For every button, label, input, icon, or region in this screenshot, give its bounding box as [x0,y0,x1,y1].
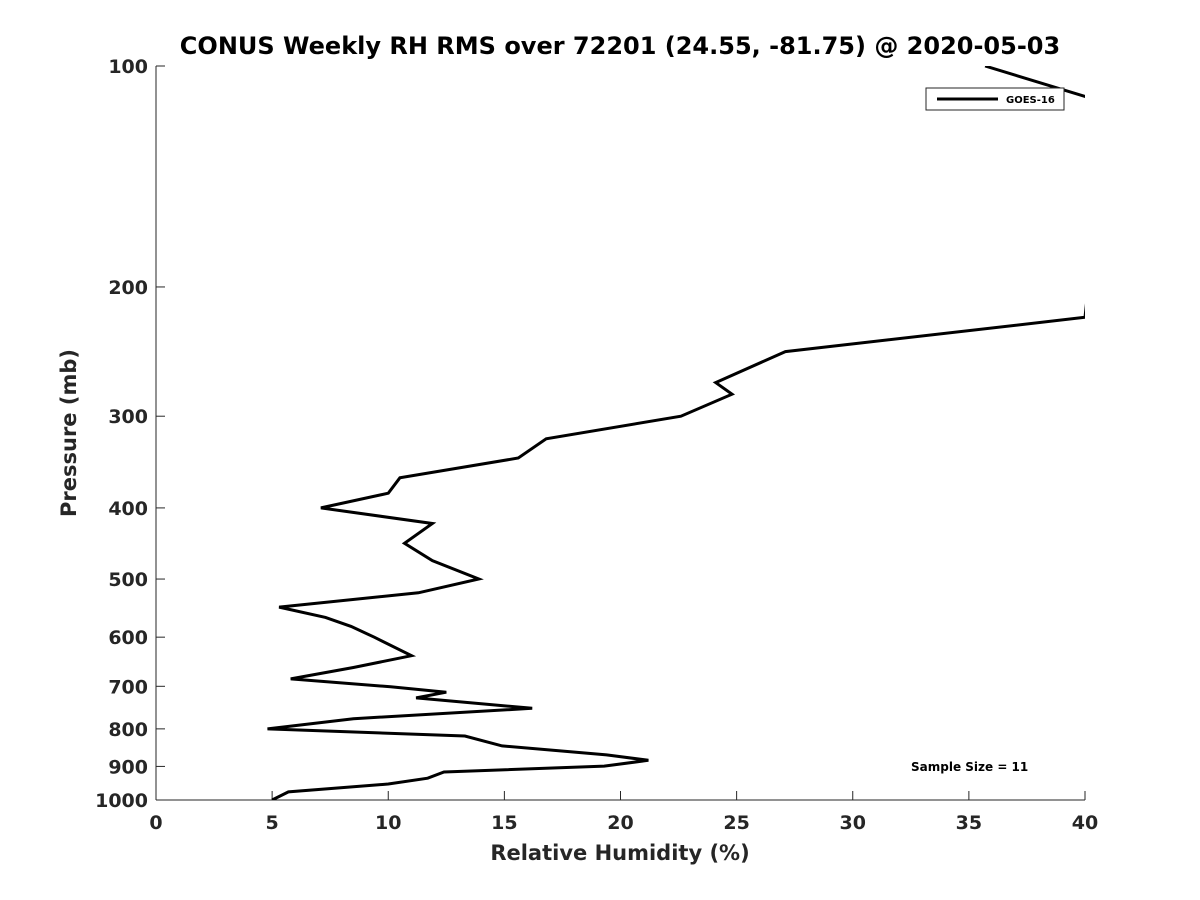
y-tick-label: 800 [108,719,148,741]
x-tick-label: 5 [266,812,279,834]
x-tick-label: 0 [149,812,162,834]
y-axis-ticks: 100 200 300 400 500 600 700 800 900 1000 [95,56,165,812]
y-tick-label: 100 [108,56,148,78]
x-tick-label: 40 [1072,812,1098,834]
x-tick-label: 15 [491,812,517,834]
y-tick-label: 1000 [95,790,148,812]
y-tick-label: 700 [108,676,148,698]
chart-title: CONUS Weekly RH RMS over 72201 (24.55, -… [180,32,1060,60]
x-tick-label: 35 [956,812,982,834]
y-tick-label: 300 [108,406,148,428]
x-tick-label: 20 [607,812,633,834]
x-axis-label: Relative Humidity (%) [490,841,749,865]
y-axis-label: Pressure (mb) [57,349,81,517]
x-tick-label: 25 [723,812,749,834]
legend-label-goes-16: GOES-16 [1006,95,1055,106]
legend: GOES-16 [925,87,1065,111]
x-axis-ticks: 0 5 10 15 20 25 30 35 40 [149,791,1098,834]
sample-size-annotation: Sample Size = 11 [911,760,1028,774]
y-tick-label: 900 [108,756,148,778]
y-tick-label: 200 [108,277,148,299]
y-tick-label: 500 [108,569,148,591]
y-tick-label: 600 [108,627,148,649]
y-tick-label: 400 [108,498,148,520]
x-tick-label: 30 [840,812,866,834]
x-tick-label: 10 [375,812,401,834]
series-line-goes-16 [267,66,1085,800]
